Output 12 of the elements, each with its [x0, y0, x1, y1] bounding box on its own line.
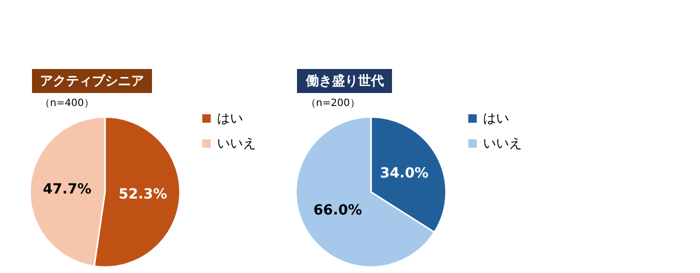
legend-label: いいえ [217, 136, 256, 152]
data-label: 52.3% [118, 186, 168, 203]
chart-subtitle: （n=400） [40, 98, 94, 109]
chart-title: アクティブシニア [40, 73, 144, 89]
legend-label: はい [483, 112, 509, 126]
data-label: 66.0% [313, 202, 362, 218]
data-label: 47.7% [42, 181, 92, 198]
data-label: 34.0% [380, 166, 429, 182]
chart-title: 働き盛り世代 [305, 73, 384, 89]
legend-label: いいえ [483, 136, 522, 152]
legend-label: はい [217, 112, 243, 126]
chart-subtitle: （n=200） [306, 98, 360, 109]
